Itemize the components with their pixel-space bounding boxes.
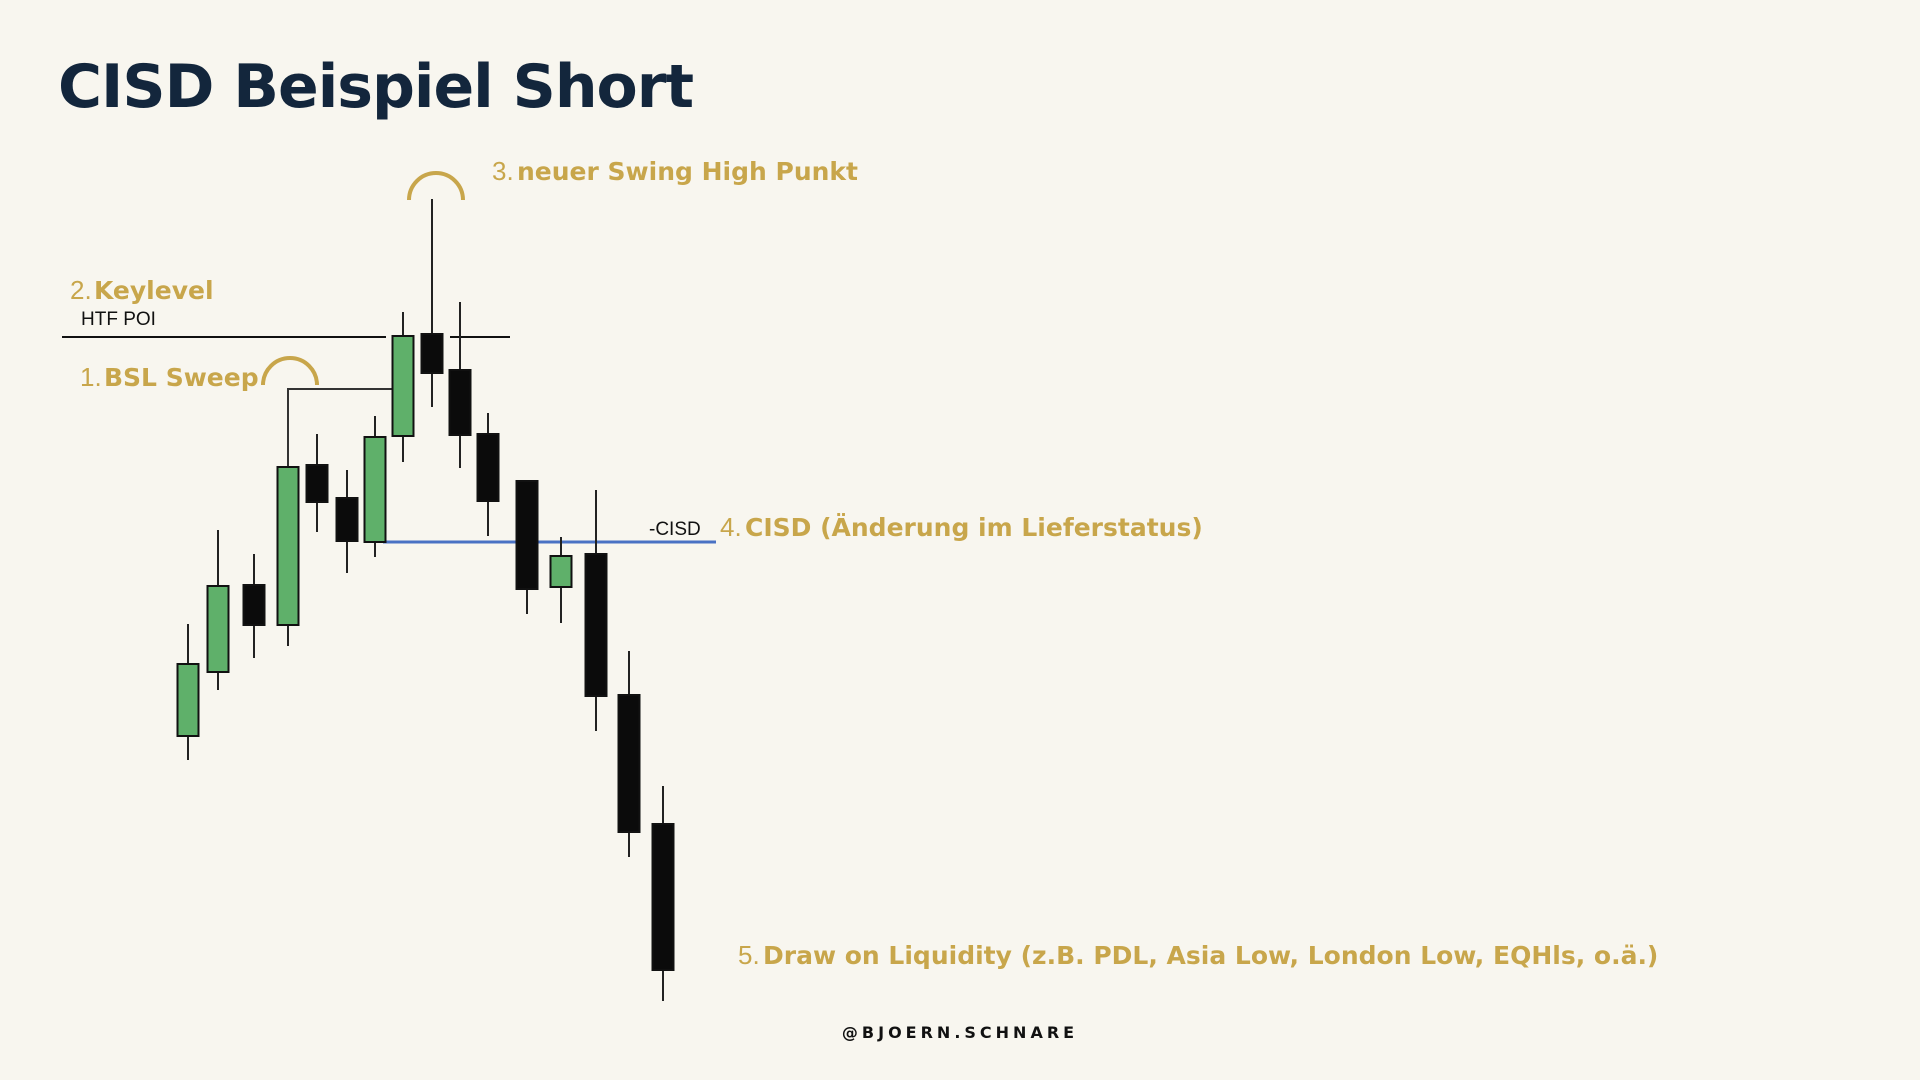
annotation-1-text: BSL Sweep xyxy=(104,363,259,392)
bullish-candle xyxy=(391,335,415,437)
bsl-sweep-level xyxy=(287,388,318,468)
annotation-4-text: CISD (Änderung im Lieferstatus) xyxy=(745,512,1203,542)
bullish-candle xyxy=(276,466,300,626)
author-handle: @BJOERN.SCHNARE xyxy=(841,1023,1079,1042)
annotation-4-number: 4. xyxy=(720,512,742,542)
bearish-candle xyxy=(305,464,329,503)
bearish-candle xyxy=(584,553,608,697)
annotation-1: 1. BSL Sweep xyxy=(80,362,259,392)
bearish-candle xyxy=(651,823,675,971)
annotation-1-number: 1. xyxy=(80,362,102,392)
annotation-2: 2. Keylevel xyxy=(70,275,214,305)
bsl-sweep-arc xyxy=(261,356,319,386)
cisd-line-label: -CISD xyxy=(649,519,701,540)
bearish-candle xyxy=(242,584,266,626)
bearish-candle xyxy=(335,497,359,542)
annotation-2-text: Keylevel xyxy=(94,276,214,305)
annotation-5-number: 5. xyxy=(738,940,760,970)
bearish-candle xyxy=(515,480,539,590)
bullish-candle xyxy=(363,436,387,543)
swing-high-arc xyxy=(407,171,465,201)
bullish-candle xyxy=(206,585,230,673)
annotation-5-text: Draw on Liquidity (z.B. PDL, Asia Low, L… xyxy=(763,941,1658,970)
bearish-candle xyxy=(420,333,444,374)
bearish-candle xyxy=(476,433,500,502)
annotation-4: 4. CISD (Änderung im Lieferstatus) xyxy=(720,512,1203,542)
annotation-3-text: neuer Swing High Punkt xyxy=(517,157,858,186)
bullish-candle xyxy=(549,555,573,588)
bearish-candle xyxy=(448,369,472,436)
annotation-2-number: 2. xyxy=(70,275,92,305)
annotation-3: 3. neuer Swing High Punkt xyxy=(492,156,858,186)
htf-poi-label: HTF POI xyxy=(81,309,156,330)
annotation-5: 5. Draw on Liquidity (z.B. PDL, Asia Low… xyxy=(738,940,1658,970)
annotation-3-number: 3. xyxy=(492,156,514,186)
bullish-candle xyxy=(176,663,200,737)
candles xyxy=(176,199,675,1001)
page-title: CISD Beispiel Short xyxy=(58,52,694,122)
bearish-candle xyxy=(617,694,641,833)
